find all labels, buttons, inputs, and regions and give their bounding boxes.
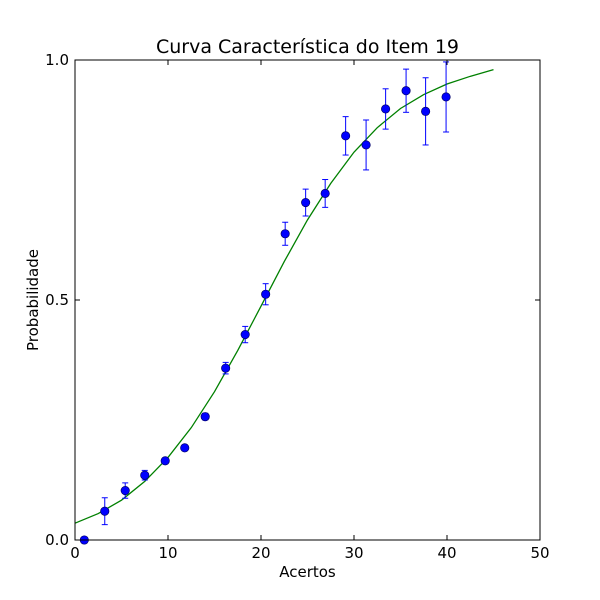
data-point — [200, 412, 210, 422]
fitted-curve-layer — [74, 68, 494, 524]
x-tick-label: 30 — [344, 544, 363, 562]
data-point — [401, 86, 411, 96]
x-tick-label: 10 — [158, 544, 177, 562]
data-point — [320, 188, 330, 198]
data-point — [221, 363, 231, 373]
data-point — [100, 506, 110, 516]
data-point — [280, 229, 290, 239]
data-point — [361, 140, 371, 150]
x-tick-label: 50 — [530, 544, 549, 562]
data-point — [421, 106, 431, 116]
fitted-curve-line — [74, 68, 494, 524]
data-point — [301, 198, 311, 208]
data-point — [140, 470, 150, 480]
data-point — [160, 456, 170, 466]
data-point — [441, 92, 451, 102]
data-point — [180, 443, 190, 453]
y-axis-label: Probabilidade — [24, 249, 42, 351]
plot-area — [75, 60, 540, 540]
data-point — [240, 330, 250, 340]
y-tick-label: 0.5 — [45, 291, 69, 309]
x-tick-label: 20 — [251, 544, 270, 562]
data-point — [381, 104, 391, 114]
data-point — [261, 289, 271, 299]
points-layer — [79, 86, 451, 545]
chart-title: Curva Característica do Item 19 — [156, 36, 459, 58]
x-tick-label: 0 — [70, 544, 80, 562]
data-point — [120, 486, 130, 496]
x-axis-label: Acertos — [279, 563, 336, 581]
y-tick-label: 0.0 — [45, 531, 69, 549]
x-tick-label: 40 — [437, 544, 456, 562]
ticks-layer: 0 10 20 30 40 50 0.0 0.5 1.0 — [45, 51, 549, 562]
data-point — [341, 131, 351, 141]
y-tick-label: 1.0 — [45, 51, 69, 69]
